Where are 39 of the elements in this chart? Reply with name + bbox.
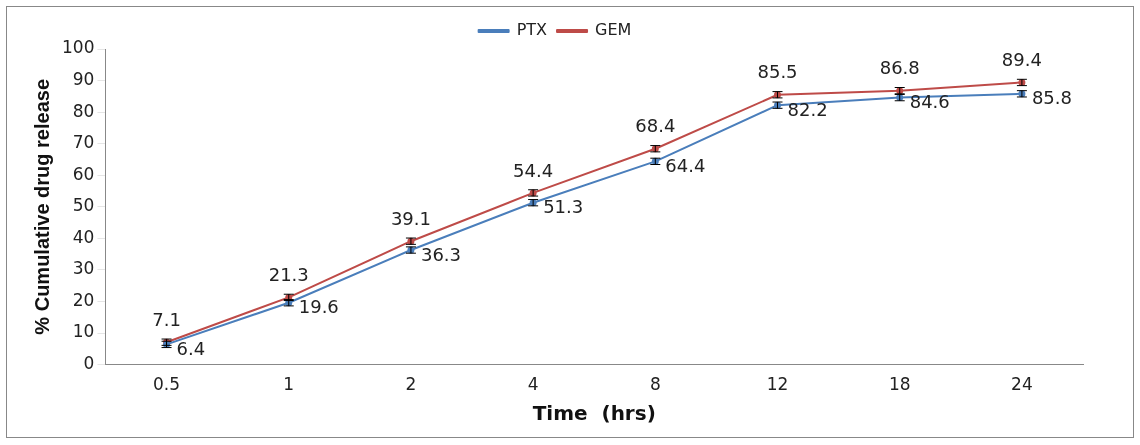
y-tick-label: 60 bbox=[72, 163, 95, 184]
x-tick-label: 18 bbox=[888, 374, 911, 395]
data-label: 36.3 bbox=[420, 243, 462, 265]
data-label: 84.6 bbox=[909, 91, 950, 113]
data-label: 68.4 bbox=[635, 115, 676, 137]
y-tick-label: 90 bbox=[72, 68, 95, 89]
data-label: 7.1 bbox=[152, 308, 181, 330]
x-axis-title: Time (hrs) bbox=[532, 401, 656, 426]
data-label: 39.1 bbox=[390, 207, 431, 229]
x-tick-label: 2 bbox=[405, 374, 417, 395]
y-tick-label: 100 bbox=[61, 37, 95, 58]
data-label: 85.5 bbox=[757, 61, 798, 83]
legend-label: PTX bbox=[516, 20, 548, 40]
y-tick-label: 70 bbox=[72, 132, 95, 153]
x-tick-label: 0.5 bbox=[153, 374, 181, 395]
data-label: 19.6 bbox=[298, 296, 339, 318]
data-label: 86.8 bbox=[879, 57, 920, 79]
y-tick-label: 10 bbox=[72, 321, 95, 342]
legend-label: GEM bbox=[595, 20, 632, 40]
x-tick-label: 1 bbox=[283, 374, 295, 395]
data-label: 54.4 bbox=[513, 159, 554, 181]
x-tick-label: 12 bbox=[766, 374, 789, 395]
data-label: 64.4 bbox=[665, 155, 706, 177]
y-tick-label: 50 bbox=[72, 195, 95, 216]
data-label: 85.8 bbox=[1031, 87, 1072, 109]
y-tick-label: 30 bbox=[72, 258, 95, 279]
x-tick-label: 24 bbox=[1011, 374, 1033, 395]
data-label: 89.4 bbox=[1001, 49, 1042, 71]
x-tick-label: 4 bbox=[527, 374, 539, 395]
data-label: 6.4 bbox=[176, 338, 206, 360]
y-tick-label: 80 bbox=[72, 100, 95, 121]
data-label: 82.2 bbox=[787, 98, 828, 120]
y-tick-label: 20 bbox=[72, 289, 95, 310]
y-axis-title: % Cumulative drug release bbox=[30, 78, 53, 335]
data-label: 21.3 bbox=[268, 264, 309, 286]
x-tick-label: 8 bbox=[649, 374, 661, 395]
y-tick-label: 0 bbox=[83, 353, 95, 374]
y-tick-label: 40 bbox=[72, 226, 95, 247]
data-label: 51.3 bbox=[543, 196, 584, 218]
